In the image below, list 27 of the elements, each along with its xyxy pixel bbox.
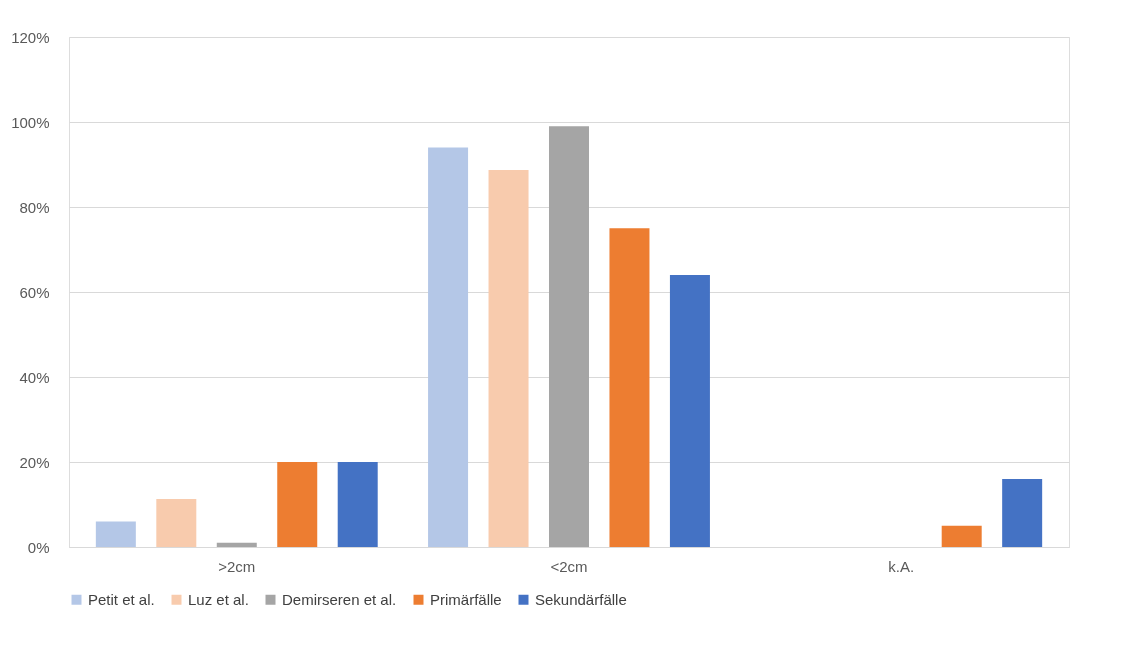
bar	[549, 126, 589, 547]
y-tick-label: 0%	[27, 538, 50, 556]
bar	[216, 542, 257, 547]
bar	[488, 170, 529, 547]
y-tick-label: 40%	[19, 368, 50, 386]
bar	[1002, 479, 1043, 547]
bar	[156, 498, 197, 547]
bar	[428, 147, 469, 547]
legend-label: Petit et al.	[88, 590, 155, 608]
x-tick-label: >2cm	[218, 557, 256, 575]
legend-label: Demirseren et al.	[282, 590, 397, 608]
bar	[609, 228, 650, 547]
bar	[337, 462, 378, 547]
bar	[95, 521, 136, 547]
legend-label: Luz et al.	[188, 590, 249, 608]
legend-label: Sekundärfälle	[535, 590, 627, 608]
y-tick-label: 120%	[11, 28, 50, 46]
bar	[941, 525, 982, 547]
y-tick-label: 80%	[19, 198, 50, 216]
bar	[669, 275, 710, 547]
y-tick-label: 100%	[11, 113, 50, 131]
y-tick-label: 20%	[19, 453, 50, 471]
bar	[277, 462, 318, 547]
x-tick-label: <2cm	[550, 557, 588, 575]
x-tick-label: k.A.	[888, 557, 915, 575]
y-tick-label: 60%	[19, 283, 50, 301]
legend-label: Primärfälle	[430, 590, 502, 608]
